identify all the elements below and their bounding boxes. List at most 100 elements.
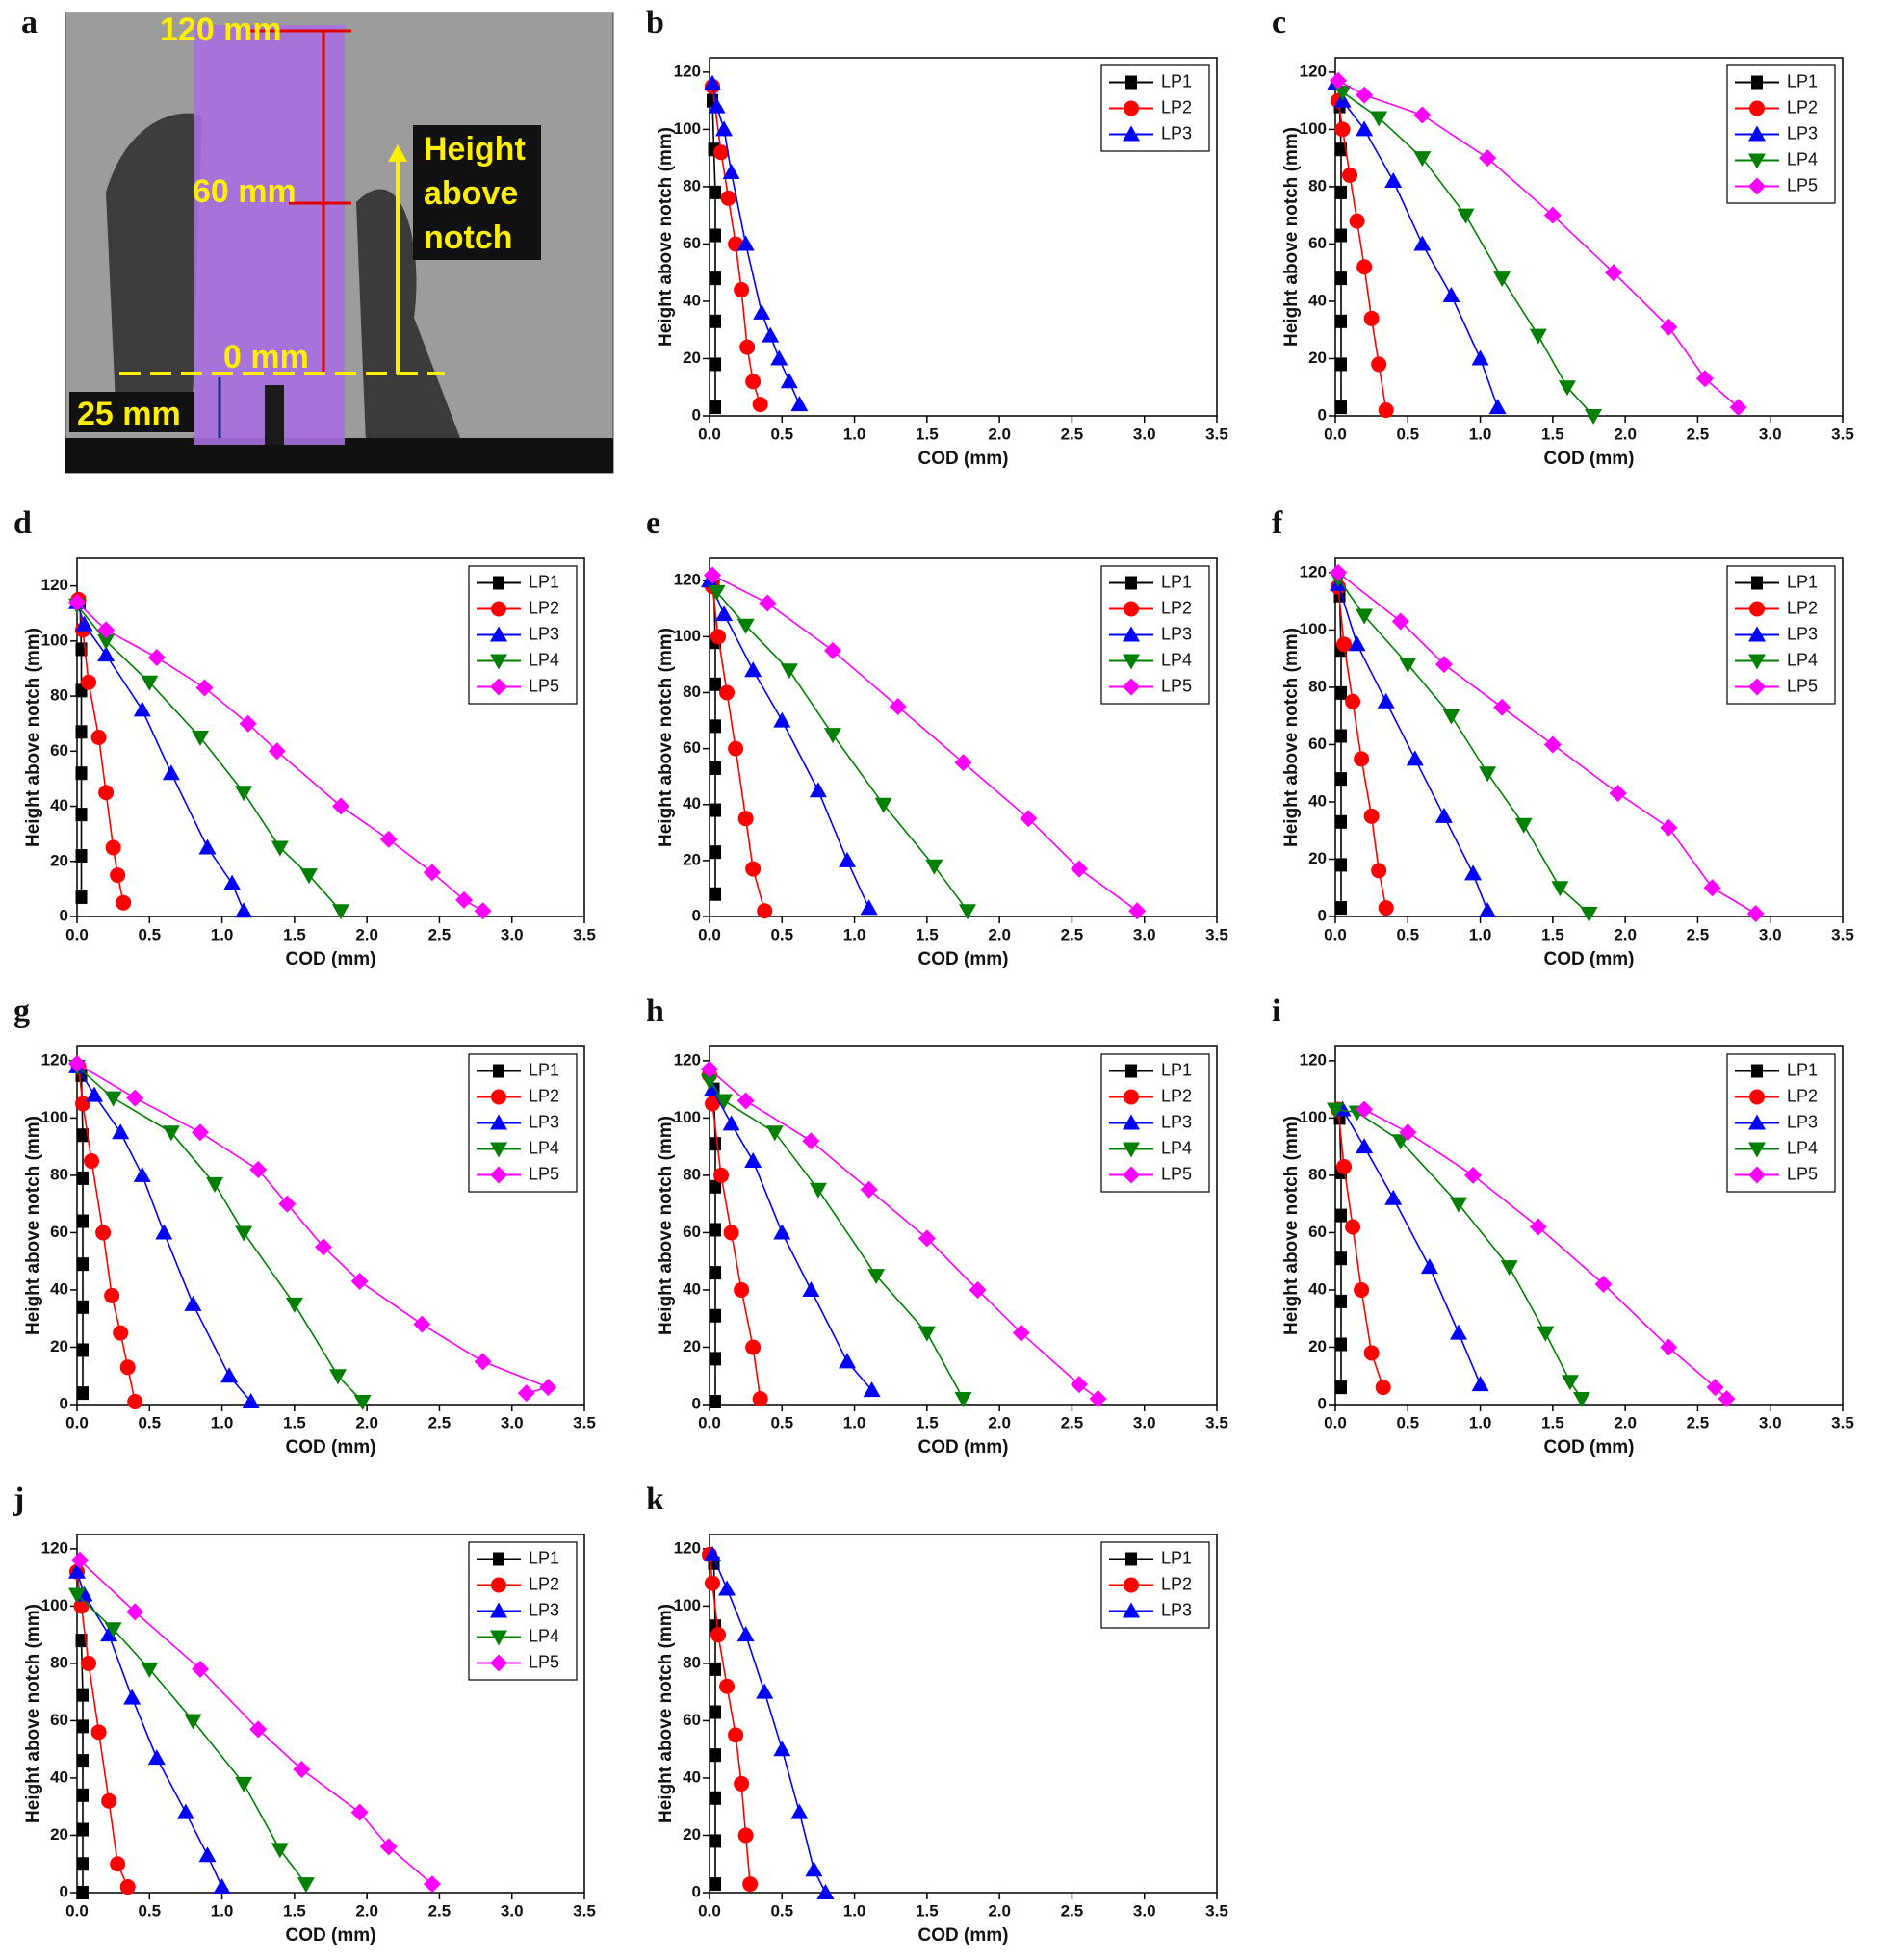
marker bbox=[299, 868, 318, 885]
legend-label: LP5 bbox=[1787, 676, 1818, 695]
marker bbox=[1493, 698, 1511, 716]
y-tick-label: 80 bbox=[1308, 677, 1327, 695]
marker bbox=[75, 808, 88, 822]
marker bbox=[705, 1575, 721, 1591]
legend-label: LP5 bbox=[529, 1652, 559, 1671]
marker bbox=[1471, 1376, 1489, 1392]
marker bbox=[757, 903, 773, 919]
marker bbox=[68, 1562, 86, 1579]
marker bbox=[1349, 213, 1365, 229]
marker bbox=[242, 1393, 260, 1409]
marker bbox=[162, 764, 180, 781]
marker bbox=[90, 1724, 107, 1741]
marker bbox=[220, 1367, 239, 1383]
legend-marker bbox=[491, 1089, 506, 1105]
marker bbox=[1718, 1390, 1736, 1408]
marker bbox=[155, 1224, 173, 1240]
marker bbox=[753, 303, 771, 320]
marker bbox=[1420, 1258, 1438, 1275]
marker bbox=[1335, 1337, 1348, 1352]
y-tick-label: 20 bbox=[50, 1337, 68, 1355]
series-line bbox=[1363, 1108, 1728, 1400]
photo-panel: a 120 mm 60 mm 0 mm 25 mm Height above n… bbox=[21, 5, 614, 474]
y-tick-label: 20 bbox=[683, 1825, 701, 1844]
marker bbox=[1336, 1158, 1353, 1174]
y-tick-label: 80 bbox=[1308, 1165, 1327, 1183]
legend-marker bbox=[1751, 75, 1763, 90]
series-line bbox=[709, 1069, 1098, 1400]
marker bbox=[1543, 206, 1562, 224]
marker bbox=[1335, 858, 1348, 872]
marker bbox=[110, 1856, 126, 1872]
y-axis-label: Height above notch (mm) bbox=[23, 1116, 43, 1335]
marker bbox=[1529, 1218, 1547, 1236]
marker bbox=[1572, 1392, 1590, 1408]
marker bbox=[1335, 814, 1348, 829]
marker bbox=[954, 754, 972, 772]
marker bbox=[1585, 409, 1603, 425]
y-tick-label: 0 bbox=[692, 1394, 701, 1412]
x-tick-label: 0.5 bbox=[770, 425, 793, 443]
marker bbox=[802, 1132, 820, 1150]
marker bbox=[1434, 807, 1453, 823]
plot-frame bbox=[76, 1534, 585, 1894]
legend-marker bbox=[1124, 100, 1139, 116]
marker bbox=[1370, 111, 1388, 127]
marker bbox=[745, 374, 762, 390]
marker bbox=[75, 725, 88, 739]
marker bbox=[112, 1123, 130, 1140]
marker bbox=[1354, 1281, 1370, 1298]
x-tick-label: 0.5 bbox=[770, 925, 793, 943]
marker bbox=[75, 1096, 91, 1112]
marker bbox=[720, 190, 736, 206]
legend-label: LP1 bbox=[529, 572, 559, 591]
marker bbox=[710, 1223, 722, 1237]
marker bbox=[1330, 563, 1348, 581]
marker bbox=[719, 1678, 736, 1694]
legend-marker bbox=[1125, 75, 1137, 90]
x-axis-label: COD (mm) bbox=[1544, 449, 1635, 469]
y-tick-label: 80 bbox=[683, 1165, 701, 1183]
marker bbox=[1449, 1324, 1467, 1340]
legend-marker bbox=[1123, 125, 1140, 142]
marker bbox=[379, 1838, 398, 1856]
marker bbox=[722, 164, 740, 180]
marker bbox=[81, 674, 97, 690]
marker bbox=[860, 1180, 878, 1199]
marker bbox=[206, 1176, 224, 1193]
legend-marker bbox=[1123, 1142, 1140, 1158]
marker bbox=[191, 731, 209, 746]
marker bbox=[710, 677, 722, 691]
y-tick-label: 0 bbox=[60, 906, 68, 924]
x-axis-label: COD (mm) bbox=[918, 949, 1009, 969]
y-axis-label: Height above notch (mm) bbox=[23, 628, 43, 847]
y-tick-label: 20 bbox=[683, 1337, 701, 1355]
x-tick-label: 0.0 bbox=[1324, 925, 1347, 943]
marker bbox=[1342, 168, 1358, 184]
legend-label: LP4 bbox=[1787, 149, 1818, 168]
marker bbox=[1345, 1219, 1361, 1235]
y-tick-label: 80 bbox=[1308, 176, 1327, 194]
y-tick-label: 100 bbox=[674, 1108, 701, 1126]
y-tick-label: 80 bbox=[683, 176, 701, 194]
legend-label: LP4 bbox=[1161, 650, 1192, 669]
legend-label: LP1 bbox=[529, 1548, 559, 1567]
marker bbox=[809, 782, 827, 798]
marker bbox=[710, 1705, 722, 1719]
x-tick-label: 3.0 bbox=[1759, 1413, 1782, 1431]
marker bbox=[1012, 1324, 1030, 1342]
x-tick-label: 0.5 bbox=[770, 1901, 793, 1920]
x-tick-label: 2.5 bbox=[1061, 1413, 1084, 1431]
legend-label: LP1 bbox=[1787, 572, 1818, 591]
y-tick-label: 80 bbox=[683, 1653, 701, 1671]
marker bbox=[710, 1662, 722, 1676]
series-line bbox=[711, 100, 716, 408]
y-tick-label: 0 bbox=[1318, 405, 1327, 424]
marker bbox=[809, 1182, 827, 1199]
x-tick-label: 1.0 bbox=[1469, 1413, 1492, 1431]
marker bbox=[293, 1761, 311, 1779]
marker bbox=[517, 1384, 535, 1403]
x-tick-label: 1.0 bbox=[843, 1901, 866, 1920]
marker bbox=[739, 339, 756, 355]
marker bbox=[728, 740, 744, 757]
